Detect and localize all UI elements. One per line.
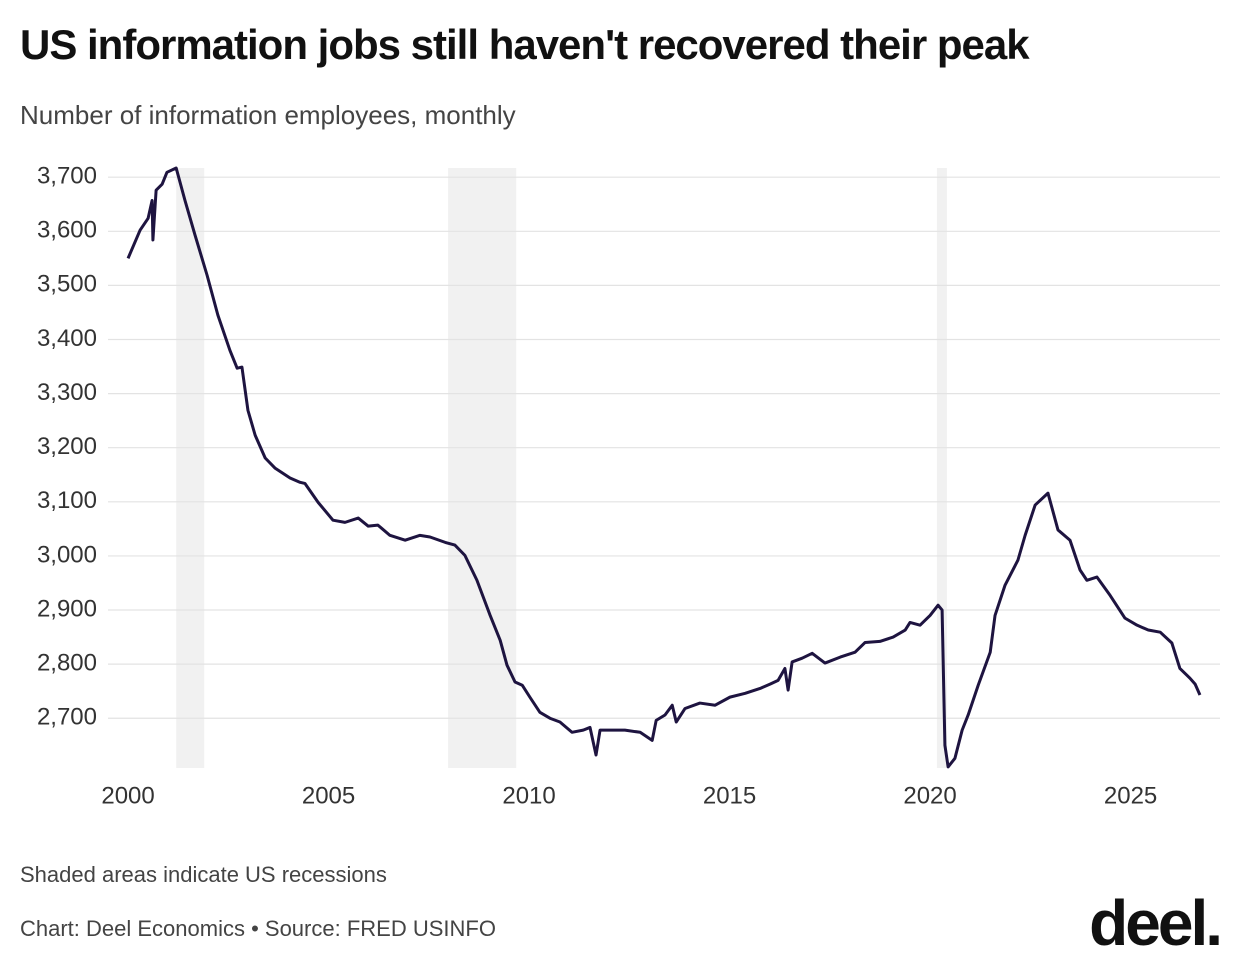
logo: deel. — [1089, 887, 1220, 959]
y-tick-label: 3,500 — [37, 271, 97, 298]
y-tick-label: 3,100 — [37, 487, 97, 514]
source: Chart: Deel Economics • Source: FRED USI… — [20, 916, 496, 941]
y-tick-label: 3,700 — [37, 163, 97, 190]
y-tick-label: 3,400 — [37, 325, 97, 352]
chart-title: US information jobs still haven't recove… — [20, 21, 1030, 68]
y-tick-label: 3,000 — [37, 541, 97, 568]
line — [126, 166, 1202, 769]
plot-area: 2,700 2,800 2,900 3,000 3,100 3,200 3,300 3,400… — [37, 163, 1220, 809]
x-tick-label: 2025 — [1104, 782, 1157, 809]
y-tick-label: 3,600 — [37, 217, 97, 244]
recession-band — [936, 168, 947, 768]
recession-band — [176, 168, 205, 768]
recession-band — [448, 168, 517, 768]
x-tick-label: 2005 — [302, 782, 355, 809]
x-tick-label: 2020 — [903, 782, 956, 809]
note: Shaded areas indicate US recessions — [20, 862, 387, 887]
x-tick-label: 2010 — [502, 782, 555, 809]
y-tick-label: 2,800 — [37, 649, 97, 676]
y-tick-label: 2,900 — [37, 595, 97, 622]
x-tick-label: 2015 — [703, 782, 756, 809]
y-tick-label: 2,700 — [37, 704, 97, 731]
y-tick-label: 3,300 — [37, 379, 97, 406]
x-tick-label: 2000 — [101, 782, 154, 809]
chart-subtitle: Number of information employees, monthly — [20, 100, 516, 130]
y-tick-label: 3,200 — [37, 433, 97, 460]
